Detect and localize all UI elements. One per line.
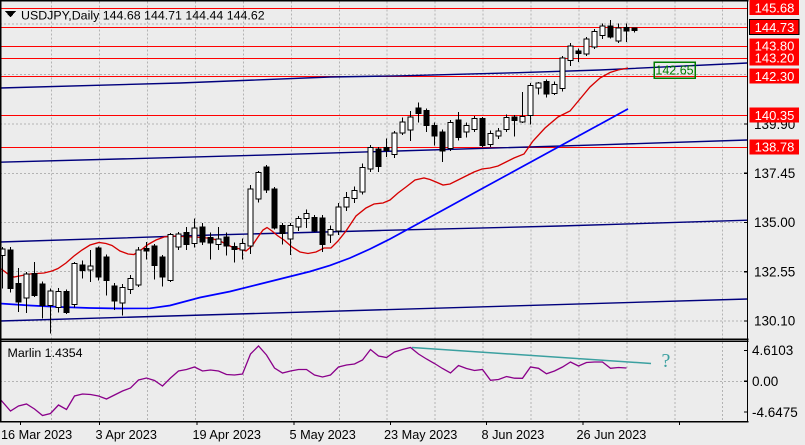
- svg-text:3 Apr 2023: 3 Apr 2023: [96, 428, 157, 442]
- svg-text:140.35: 140.35: [755, 108, 795, 123]
- svg-text:23 May 2023: 23 May 2023: [384, 428, 457, 442]
- svg-text:143.20: 143.20: [755, 51, 795, 66]
- svg-text:142.65: 142.65: [655, 64, 693, 78]
- svg-text:137.45: 137.45: [754, 166, 795, 181]
- svg-text:138.78: 138.78: [755, 140, 795, 155]
- svg-text:8 Jun 2023: 8 Jun 2023: [482, 428, 545, 442]
- svg-text:144.73: 144.73: [755, 20, 795, 35]
- svg-text:Marlin 1.4354: Marlin 1.4354: [8, 346, 83, 360]
- svg-text:135.00: 135.00: [754, 215, 795, 230]
- svg-text:0.00: 0.00: [752, 374, 778, 389]
- svg-text:142.30: 142.30: [755, 69, 795, 84]
- svg-text:4.6103: 4.6103: [752, 343, 793, 358]
- svg-text:-4.6475: -4.6475: [752, 405, 798, 420]
- svg-text:?: ?: [662, 350, 671, 372]
- svg-text:16 Mar 2023: 16 Mar 2023: [1, 428, 72, 442]
- svg-text:132.55: 132.55: [754, 264, 795, 279]
- svg-text:145.68: 145.68: [755, 0, 795, 15]
- svg-text:5 May 2023: 5 May 2023: [290, 428, 356, 442]
- svg-text:143.80: 143.80: [755, 39, 795, 54]
- svg-text:130.10: 130.10: [754, 314, 795, 329]
- svg-text:USDJPY,Daily 144.68 144.71 14: USDJPY,Daily 144.68 144.71 144.44 144.62: [21, 9, 265, 23]
- svg-text:19 Apr 2023: 19 Apr 2023: [193, 428, 261, 442]
- svg-text:26 Jun 2023: 26 Jun 2023: [577, 428, 647, 442]
